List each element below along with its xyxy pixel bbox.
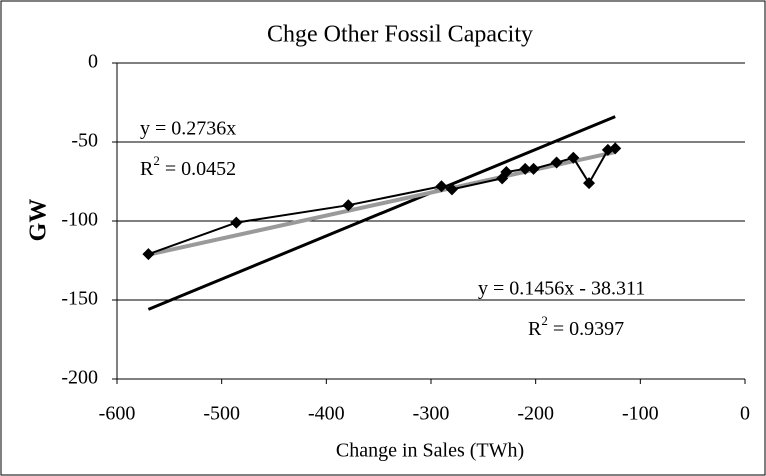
y-axis-label: GW (26, 199, 52, 242)
data-point (435, 180, 448, 193)
x-tick-label: -200 (517, 403, 554, 425)
y-tick-label: -50 (71, 130, 98, 152)
data-point (550, 156, 563, 169)
x-axis-label: Change in Sales (TWh) (336, 440, 524, 462)
trendline-equation: y = 0.2736x (140, 118, 236, 140)
x-tick-label: -100 (622, 403, 659, 425)
x-tick-label: -300 (413, 403, 450, 425)
x-tick-label: 0 (740, 403, 750, 425)
trendline (147, 115, 616, 311)
chart-title: Chge Other Fossil Capacity (267, 22, 533, 48)
data-line (148, 147, 616, 256)
y-tick-label: -200 (61, 367, 98, 389)
x-tick-label: -600 (99, 403, 136, 425)
data-point (230, 216, 243, 229)
data-point (445, 183, 458, 196)
data-point (342, 199, 355, 212)
trendline-r-squared: R2 = 0.9397 (528, 313, 624, 340)
y-tick-label: -100 (61, 209, 98, 231)
data-point (519, 162, 532, 175)
data-point (500, 166, 513, 179)
data-point (142, 248, 155, 261)
trendline-r-squared: R2 = 0.0452 (140, 153, 236, 180)
y-tick-label: 0 (88, 51, 98, 73)
data-point (567, 151, 580, 164)
data-point (583, 177, 596, 190)
r2-base: R (528, 318, 542, 340)
r2-rest: = 0.0452 (160, 158, 236, 180)
r2-sup: 2 (153, 153, 160, 168)
r2-rest: = 0.9397 (548, 318, 624, 340)
x-tick-label: -500 (203, 403, 240, 425)
r2-base: R (140, 158, 154, 180)
y-tick-label: -150 (61, 288, 98, 310)
r2-sup: 2 (541, 313, 548, 328)
trendline-equation: y = 0.1456x - 38.311 (478, 278, 645, 300)
data-point (609, 142, 622, 155)
data-point (527, 162, 540, 175)
x-tick-label: -400 (308, 403, 345, 425)
